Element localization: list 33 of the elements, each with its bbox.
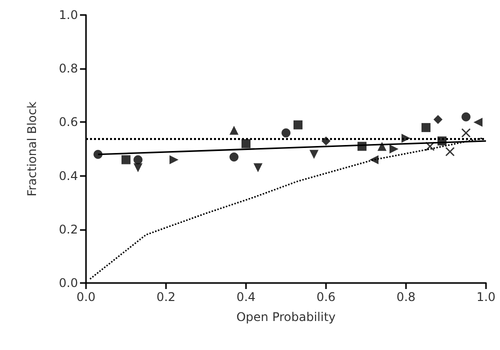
point (122, 155, 130, 164)
y-tick-label: 0.4 (58, 168, 78, 183)
y-tick-label: 0.6 (58, 115, 78, 130)
y-tick-label: 0.8 (58, 62, 78, 76)
point (230, 152, 238, 162)
point (230, 126, 238, 135)
x-axis-title: Open Probability (236, 310, 336, 324)
x-tick-label: 0.6 (316, 290, 336, 304)
point (134, 155, 142, 164)
point (422, 123, 430, 132)
x-tick-label: 0.8 (396, 290, 416, 304)
point (134, 163, 142, 172)
point (254, 163, 262, 172)
x-tick-label: 1.0 (476, 290, 496, 304)
point (378, 142, 386, 151)
x-tick-label: 0.0 (76, 290, 96, 304)
point (474, 118, 482, 127)
point (446, 147, 454, 156)
point (434, 115, 442, 124)
line-series (89, 138, 483, 280)
point (282, 128, 290, 138)
point (242, 139, 250, 148)
point (462, 112, 470, 122)
y-tick-label: 0.2 (58, 222, 78, 236)
point (170, 155, 178, 164)
x-tick-label: 0.2 (156, 290, 176, 304)
point (310, 150, 318, 159)
point (294, 120, 302, 130)
point (390, 144, 398, 154)
y-tick-label: 1.0 (58, 8, 78, 22)
x-tick-label: 0.4 (236, 290, 256, 304)
y-axis-title: Fractional Block (25, 102, 39, 196)
y-tick-label: 0.0 (58, 276, 78, 290)
